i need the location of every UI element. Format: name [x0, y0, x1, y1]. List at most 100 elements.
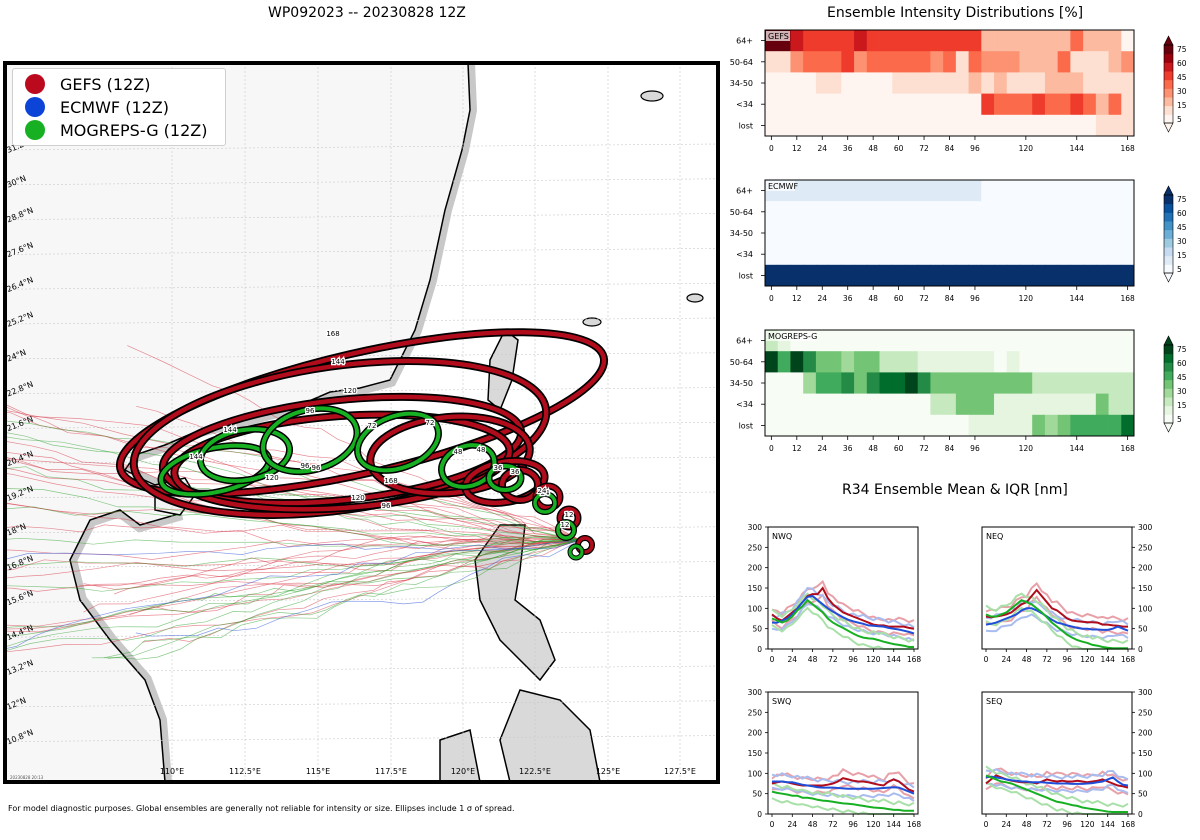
heatmap-cell [955, 72, 969, 94]
heatmap-xtick-label: 168 [1120, 444, 1135, 453]
member-track [5, 539, 581, 579]
heatmap-row-label: 50-64 [730, 208, 753, 217]
heatmap-cell [1032, 264, 1046, 287]
heatmap-cell [1070, 351, 1084, 373]
lat-gridline [5, 352, 718, 360]
mean-line-mogreps-g [985, 599, 1128, 650]
heatmap-cell [815, 30, 830, 52]
heatmap-panel-label: GEFS [768, 32, 789, 41]
lon-label: 115°E [306, 767, 330, 776]
heatmap-cell [828, 330, 842, 352]
r34-nwq: NWQ 0 50 100 150 200 250 300 0 24 48 72 96 120 144 168 [748, 523, 922, 664]
heatmap-cell [1121, 243, 1135, 266]
heatmap-cell [1121, 72, 1135, 94]
heatmap-cell [777, 51, 791, 73]
heatmap-cell [943, 330, 957, 352]
colorbar-tick-label: 15 [1177, 401, 1187, 410]
member-track [79, 539, 581, 587]
heatmap-cell [841, 51, 855, 73]
heatmap-cell [841, 393, 855, 416]
heatmap-cell [994, 264, 1008, 287]
heatmap-cell [803, 393, 817, 416]
heatmap-cell [968, 351, 982, 373]
heatmap-cell [1108, 372, 1122, 394]
forecast-hour-labels: 1224364872961201441689612014416812243648… [188, 329, 575, 531]
colorbar-segment [1164, 371, 1173, 381]
heatmap-cell [879, 243, 893, 266]
heatmap-cell [930, 30, 944, 52]
gefs-hour-label: 120 [351, 494, 364, 502]
heatmap-cell [1019, 414, 1033, 437]
r34-ytick-label: 50 [1138, 790, 1148, 799]
heatmap-cell [828, 72, 842, 94]
heatmap-cell [1121, 51, 1135, 73]
heatmap-xtick-label: 144 [1070, 444, 1085, 453]
heatmap-cell [892, 393, 906, 416]
mogreps-ellipses [157, 404, 585, 561]
heatmap-cell [1083, 351, 1097, 373]
heatmap-cell [1070, 372, 1084, 394]
iqr-upper-line [985, 765, 1129, 808]
heatmap-cell [917, 201, 931, 223]
heatmap-xtick-label: 96 [970, 444, 980, 453]
heatmap-cell [1095, 351, 1109, 373]
heatmap-cell [955, 414, 969, 437]
heatmap-cell [815, 51, 830, 73]
heatmap-cell [879, 351, 893, 373]
heatmap-cell [1121, 264, 1135, 287]
heatmap-cell [1019, 93, 1033, 116]
ensemble-tracks [5, 345, 581, 660]
heatmap-cell [841, 330, 855, 352]
r34-ytick-label: 200 [1138, 564, 1153, 573]
heatmap-cell [1083, 201, 1097, 223]
heatmap-cell [1095, 180, 1109, 202]
heatmap-cell [904, 351, 919, 373]
heatmap-cell [1019, 222, 1033, 244]
r34-xtick-label: 168 [1121, 820, 1136, 829]
heatmap-cell [1095, 264, 1109, 287]
heatmap-cell [1121, 201, 1135, 223]
heatmap-cell [1032, 372, 1046, 394]
heatmap-cell [917, 114, 931, 137]
gefs-hour-label: 96 [301, 462, 310, 470]
r34-neq: NEQ 0 50 100 150 200 250 300 0 24 48 72 96 120 144 168 [981, 523, 1153, 664]
heatmap-cell [1019, 330, 1033, 352]
heatmap-row-label: 64+ [736, 187, 753, 196]
r34-xtick-label: 24 [1002, 820, 1012, 829]
heatmap-cell [828, 201, 842, 223]
r34-xtick-label: 24 [1002, 655, 1012, 664]
heatmap-cell [803, 30, 817, 52]
colorbar-segment [1164, 255, 1173, 265]
visayas [499, 689, 601, 782]
colorbar-segment [1164, 203, 1173, 213]
heatmap-cell [1057, 30, 1071, 52]
heatmap-cell [866, 414, 880, 437]
heatmap-xtick-label: 60 [894, 444, 904, 453]
heatmap-cell [981, 414, 995, 437]
heatmap-cell [917, 30, 931, 52]
heatmap-cell [841, 222, 855, 244]
heatmap-cell [828, 414, 842, 437]
heatmap-cell [1006, 72, 1020, 94]
colorbar-tick-label: 15 [1177, 251, 1187, 260]
heatmap-cell [1121, 222, 1135, 244]
mean-line-ecmwf [772, 780, 915, 795]
heatmap-xtick-label: 24 [817, 444, 827, 453]
heatmap-cell [968, 51, 982, 73]
heatmap-cell [930, 351, 944, 373]
heatmap-cell [994, 93, 1008, 116]
heatmap-cell [815, 180, 830, 202]
gefs-hour-label: 168 [384, 477, 397, 485]
ecmwf-marker-icon [25, 97, 45, 117]
heatmap-cell [790, 222, 804, 244]
heatmap-cell [1006, 372, 1020, 394]
heatmap-row-label: 34-50 [730, 229, 753, 238]
colorbar-segment [1164, 388, 1173, 398]
heatmap-mogreps-g: MOGREPS-G 64+ 50-64 34-50 <34 lost 0 12 24 36 48 60… [730, 329, 1187, 453]
colorbar-segment [1164, 62, 1173, 72]
heatmap-cell [854, 30, 868, 52]
heatmap-xtick-label: 36 [843, 144, 853, 153]
heatmap-xtick-label: 84 [945, 294, 955, 303]
luzon [474, 524, 556, 682]
